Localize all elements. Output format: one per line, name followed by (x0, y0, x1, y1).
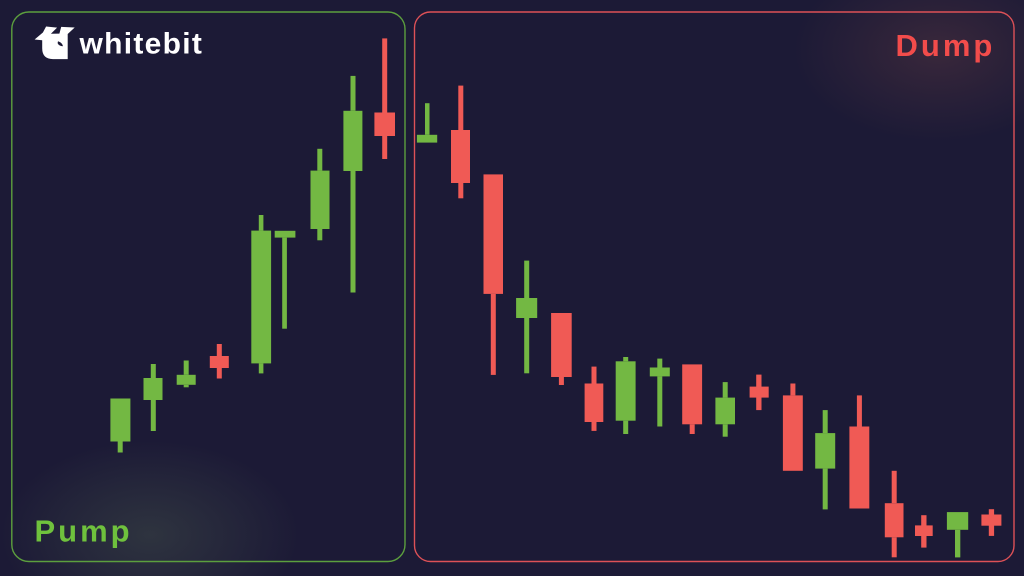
svg-text:whitebit: whitebit (79, 28, 204, 61)
svg-text:Dump: Dump (896, 28, 996, 63)
svg-text:Pump: Pump (35, 514, 133, 549)
